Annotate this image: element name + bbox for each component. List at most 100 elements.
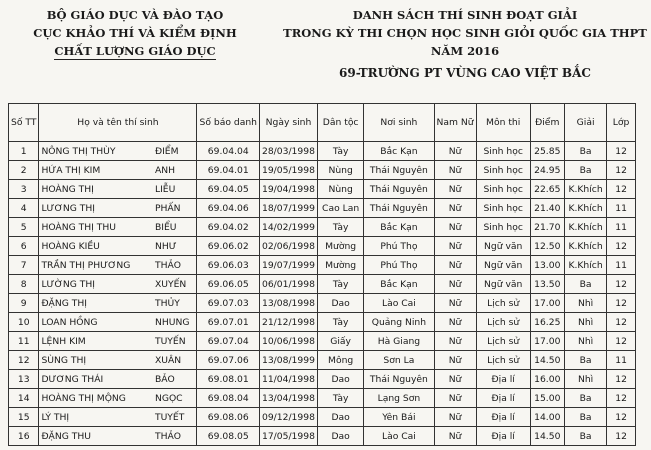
given-name: PHẤN [152, 198, 198, 218]
column-header: Nơi sinh [363, 103, 435, 142]
table-row: 11 LỆNH KIM TUYẾN 69.07.04 10/06/1998 Giấy Hà … [7, 331, 651, 351]
column-header: Số báo danh [196, 103, 260, 142]
school-name: 69-TRƯỜNG PT VÙNG CAO VIỆT BẮC [339, 66, 591, 80]
table-row: 4 LƯƠNG THỊ PHẤN 69.04.06 18/07/1999 Cao Lan T… [7, 198, 651, 218]
given-name: THẢO [152, 255, 198, 275]
family-name: NÔNG THỊ THÙY [38, 141, 153, 161]
score: 24.95 [529, 160, 565, 180]
given-name: TUYẾN [152, 331, 198, 351]
birthplace: Lạng Sơn [363, 388, 435, 408]
score: 16.00 [529, 369, 565, 389]
grade: 12 [606, 274, 636, 294]
candidate-number: 69.06.03 [196, 255, 260, 275]
column-header: Số TT [7, 103, 40, 142]
birthplace: Yên Bái [363, 407, 435, 427]
score: 22.65 [529, 179, 565, 199]
subject: Lịch sử [475, 350, 531, 370]
given-name: XUYẾN [152, 274, 198, 294]
birthplace: Sơn La [363, 350, 435, 370]
gender: Nữ [433, 426, 477, 446]
award: K.Khích [563, 255, 608, 275]
award: K.Khích [563, 198, 608, 218]
award: Ba [563, 388, 608, 408]
gender: Nữ [433, 293, 477, 313]
award: K.Khích [563, 179, 608, 199]
column-header: Họ và tên thí sinh [38, 103, 198, 142]
ethnicity: Nùng [316, 160, 365, 180]
row-number: 5 [7, 217, 40, 237]
grade: 12 [606, 388, 636, 408]
blank-cell [634, 426, 651, 446]
given-name: THẢO [152, 426, 198, 446]
candidate-number: 69.08.04 [196, 388, 260, 408]
gender: Nữ [433, 255, 477, 275]
birthplace: Thái Nguyên [363, 369, 435, 389]
candidate-number: 69.07.01 [196, 312, 260, 332]
birth-date: 14/02/1999 [258, 217, 318, 237]
blank-cell [634, 293, 651, 313]
grade: 12 [606, 160, 636, 180]
ethnicity: Dao [316, 407, 365, 427]
gender: Nữ [433, 407, 477, 427]
row-number: 3 [7, 179, 40, 199]
birth-date: 17/05/1998 [258, 426, 318, 446]
row-number: 15 [7, 407, 40, 427]
candidate-number: 69.04.02 [196, 217, 260, 237]
blank-column [634, 103, 651, 142]
subject: Lịch sử [475, 312, 531, 332]
winners-table: Số TT Họ và tên thí sinh Số báo danh Ngày s… [7, 103, 651, 446]
birth-date: 13/08/1998 [258, 293, 318, 313]
birthplace: Phú Thọ [363, 255, 435, 275]
gender: Nữ [433, 388, 477, 408]
blank-cell [634, 217, 651, 237]
birth-date: 13/04/1998 [258, 388, 318, 408]
blank-cell [634, 369, 651, 389]
candidate-number: 69.08.01 [196, 369, 260, 389]
row-number: 14 [7, 388, 40, 408]
blank-cell [634, 274, 651, 294]
score: 14.50 [529, 350, 565, 370]
gender: Nữ [433, 236, 477, 256]
award: Ba [563, 141, 608, 161]
birthplace: Lào Cai [363, 426, 435, 446]
given-name: XUÂN [152, 350, 198, 370]
award: Ba [563, 160, 608, 180]
blank-cell [634, 331, 651, 351]
birthplace: Quảng Ninh [363, 312, 435, 332]
grade: 12 [606, 312, 636, 332]
birth-date: 13/08/1999 [258, 350, 318, 370]
gender: Nữ [433, 331, 477, 351]
table-row: 13 DƯƠNG THÁI BẢO 69.08.01 11/04/1998 Dao Thái… [7, 369, 651, 389]
table-row: 14 HOÀNG THỊ MỘNG NGỌC 69.08.04 13/04/1998 Tà… [7, 388, 651, 408]
grade: 11 [606, 255, 636, 275]
blank-cell [634, 255, 651, 275]
gender: Nữ [433, 350, 477, 370]
subject: Địa lí [475, 407, 531, 427]
family-name: LOAN HỒNG [38, 312, 153, 332]
blank-cell [634, 350, 651, 370]
gender: Nữ [433, 198, 477, 218]
birth-date: 06/01/1998 [258, 274, 318, 294]
row-number: 6 [7, 236, 40, 256]
subject: Sinh học [475, 141, 531, 161]
given-name: ĐIỂM [152, 141, 198, 161]
birth-date: 10/06/1998 [258, 331, 318, 351]
grade: 12 [606, 407, 636, 427]
subject: Sinh học [475, 160, 531, 180]
subject: Địa lí [475, 426, 531, 446]
birth-date: 11/04/1998 [258, 369, 318, 389]
score: 21.40 [529, 198, 565, 218]
family-name: HOÀNG THỊ MỘNG [38, 388, 153, 408]
table-row: 6 HOÀNG KIỀU NHƯ 69.06.02 02/06/1998 Mường Phú… [7, 236, 651, 256]
given-name: NGỌC [152, 388, 198, 408]
column-header: Ngày sinh [258, 103, 318, 142]
ethnicity: Mường [316, 236, 365, 256]
birth-date: 09/12/1998 [258, 407, 318, 427]
score: 21.70 [529, 217, 565, 237]
blank-cell [634, 141, 651, 161]
given-name: ANH [152, 160, 198, 180]
subject: Sinh học [475, 198, 531, 218]
birth-date: 19/07/1999 [258, 255, 318, 275]
row-number: 2 [7, 160, 40, 180]
column-header: Điểm [529, 103, 565, 142]
